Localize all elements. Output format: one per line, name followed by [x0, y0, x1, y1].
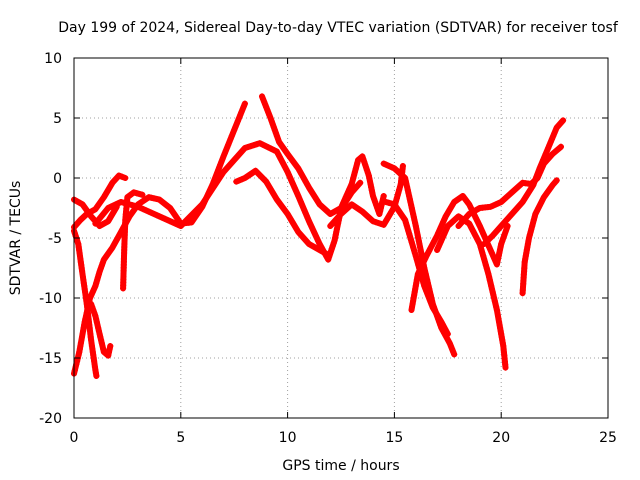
- series-markers: [519, 177, 560, 297]
- y-tick-labels: -20 -15 -10 -5 0 5 10: [39, 51, 62, 427]
- y-tick-label: 10: [44, 51, 62, 67]
- series-arc-8: [233, 167, 329, 257]
- series-markers: [92, 140, 364, 263]
- y-tick-label: -10: [39, 291, 62, 307]
- y-tick-label: 0: [53, 171, 62, 187]
- y-axis-title: SDTVAR / TECUs: [8, 181, 24, 296]
- series-markers: [408, 193, 511, 313]
- data-traces: [71, 93, 567, 379]
- x-tick-label: 20: [492, 430, 510, 446]
- series-line: [71, 172, 129, 231]
- x-tick-label: 5: [176, 430, 185, 446]
- y-tick-label: 5: [53, 111, 62, 127]
- series-markers: [259, 93, 387, 217]
- series-markers: [88, 301, 114, 359]
- chart-title: Day 199 of 2024, Sidereal Day-to-day VTE…: [58, 20, 619, 36]
- series-arc-13: [408, 193, 511, 313]
- axis-ticks: [73, 57, 609, 419]
- series-markers: [233, 167, 329, 257]
- x-axis-title: GPS time / hours: [282, 458, 399, 474]
- series-line: [233, 167, 329, 257]
- grid-lines: [74, 58, 608, 418]
- y-tick-label: -15: [39, 351, 62, 367]
- x-tick-label: 0: [70, 430, 79, 446]
- series-arc-5: [88, 301, 114, 359]
- x-tick-label: 25: [599, 430, 617, 446]
- series-arc-7: [92, 140, 364, 263]
- y-tick-label: -20: [39, 411, 62, 427]
- series-arc-17: [519, 177, 560, 297]
- x-tick-labels: 0 5 10 15 20 25: [70, 430, 617, 446]
- series-arc-14: [434, 213, 509, 371]
- series-markers: [434, 213, 509, 371]
- series-arc-9: [259, 93, 387, 217]
- series-arc-16: [481, 117, 567, 247]
- series-markers: [481, 117, 567, 247]
- y-tick-label: -5: [48, 231, 62, 247]
- x-tick-label: 15: [385, 430, 403, 446]
- x-tick-label: 10: [279, 430, 297, 446]
